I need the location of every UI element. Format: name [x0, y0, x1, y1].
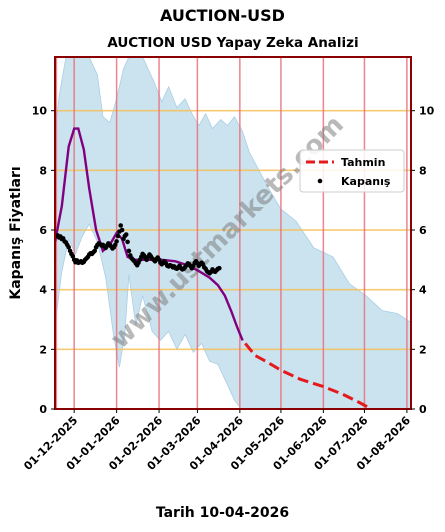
y-tick-label-right: 8	[419, 164, 427, 177]
y-tick-label-left: 0	[39, 403, 47, 416]
legend-close-swatch	[317, 178, 323, 184]
grid-layer	[55, 57, 411, 409]
date-footer: Tarih 10-04-2026	[155, 505, 290, 521]
y-tick-label-right: 6	[419, 224, 427, 237]
close-point	[217, 265, 222, 271]
close-point	[126, 248, 132, 254]
close-point	[66, 245, 71, 250]
close-point	[123, 232, 129, 237]
plot-frame	[54, 56, 412, 410]
close-point	[125, 239, 130, 245]
y-tick-label-right: 10	[419, 105, 435, 118]
series-layer	[54, 127, 373, 409]
y-tick-label-right: 4	[419, 284, 427, 297]
chart-title: AUCTION USD Yapay Zeka Analizi	[107, 35, 359, 51]
close-point	[114, 239, 119, 244]
close-point	[112, 242, 118, 248]
y-tick-label-right: 0	[419, 403, 427, 416]
prediction-line	[244, 342, 373, 409]
trend-line	[55, 127, 244, 341]
y-tick-label-right: 2	[419, 343, 427, 356]
y-tick-label-left: 10	[32, 105, 48, 118]
y-axis-label: Kapanış Fiyatları	[8, 166, 24, 299]
y-tick-label-left: 8	[39, 164, 47, 177]
legend-label-prediction: Tahmin	[341, 156, 385, 169]
close-point	[119, 227, 125, 233]
y-tick-label-left: 2	[39, 343, 47, 356]
legend: Tahmin Kapanış	[299, 149, 405, 193]
y-tick-label-left: 6	[39, 224, 47, 237]
figure-suptitle: AUCTION-USD	[160, 6, 285, 25]
y-tick-label-left: 4	[39, 284, 47, 297]
close-point	[92, 248, 97, 254]
close-point	[70, 253, 76, 259]
close-point	[115, 233, 121, 239]
legend-label-close: Kapanış	[341, 175, 391, 188]
close-point	[118, 223, 123, 228]
